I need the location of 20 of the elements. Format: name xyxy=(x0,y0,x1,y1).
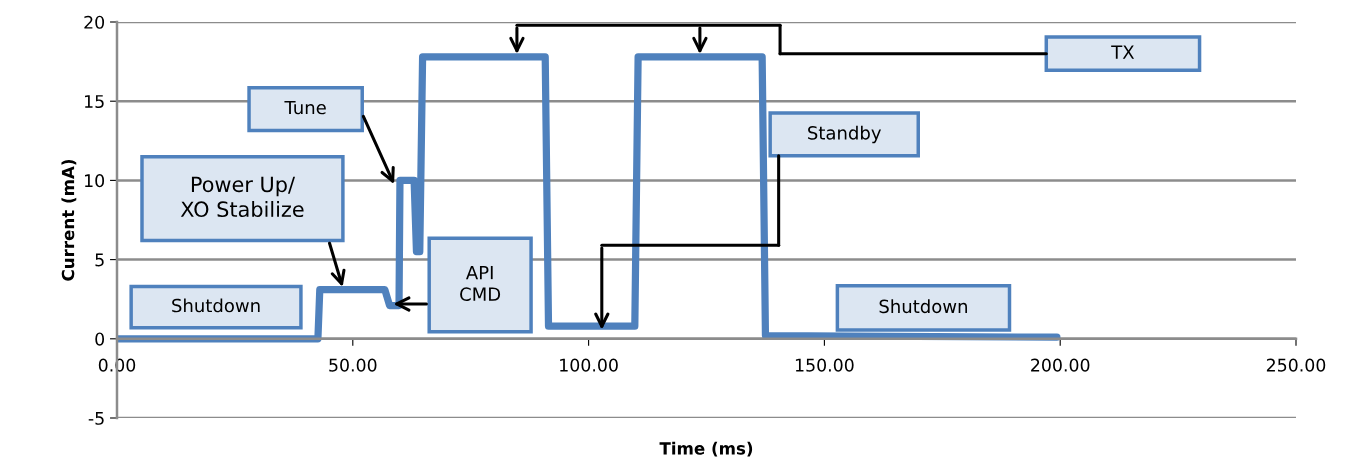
x-axis-title: Time (ms) xyxy=(659,441,753,457)
y-tick-label: 20 xyxy=(84,15,105,29)
x-tick-label: 200.00 xyxy=(1031,358,1090,372)
y-axis-title: Current (mA) xyxy=(61,159,77,281)
y-tick-label: 15 xyxy=(85,95,104,109)
x-tick-label: 100.00 xyxy=(560,358,618,372)
x-tick-label: 50.00 xyxy=(329,358,377,372)
y-tick-label: 10 xyxy=(85,174,105,188)
annotation: API CMD xyxy=(460,265,501,301)
annotation: Tune xyxy=(284,100,326,115)
annotation: TX xyxy=(1111,45,1135,59)
y-tick-label: 0 xyxy=(95,332,105,346)
annotation: Power Up/ XO Stabilize xyxy=(180,176,304,218)
x-tick-label: 150.00 xyxy=(795,358,854,372)
annotation: Standby xyxy=(808,125,881,144)
y-tick-label: 5 xyxy=(95,253,104,267)
x-tick-label: 250.00 xyxy=(1266,358,1326,372)
annotation: Shutdown xyxy=(172,298,260,313)
y-tick-label: -5 xyxy=(88,411,104,425)
annotation: Shutdown xyxy=(879,299,967,314)
